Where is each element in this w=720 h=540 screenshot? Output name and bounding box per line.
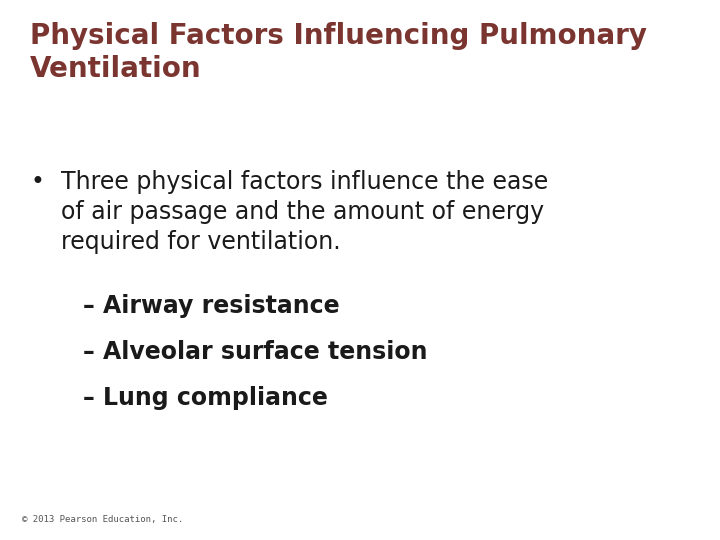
Text: © 2013 Pearson Education, Inc.: © 2013 Pearson Education, Inc. [22, 515, 183, 524]
Text: •: • [30, 170, 44, 194]
Text: – Airway resistance: – Airway resistance [83, 294, 339, 318]
Text: – Lung compliance: – Lung compliance [83, 386, 328, 410]
Text: – Alveolar surface tension: – Alveolar surface tension [83, 340, 427, 364]
Text: Three physical factors influence the ease
of air passage and the amount of energ: Three physical factors influence the eas… [61, 170, 549, 253]
Text: Physical Factors Influencing Pulmonary
Ventilation: Physical Factors Influencing Pulmonary V… [30, 22, 647, 83]
